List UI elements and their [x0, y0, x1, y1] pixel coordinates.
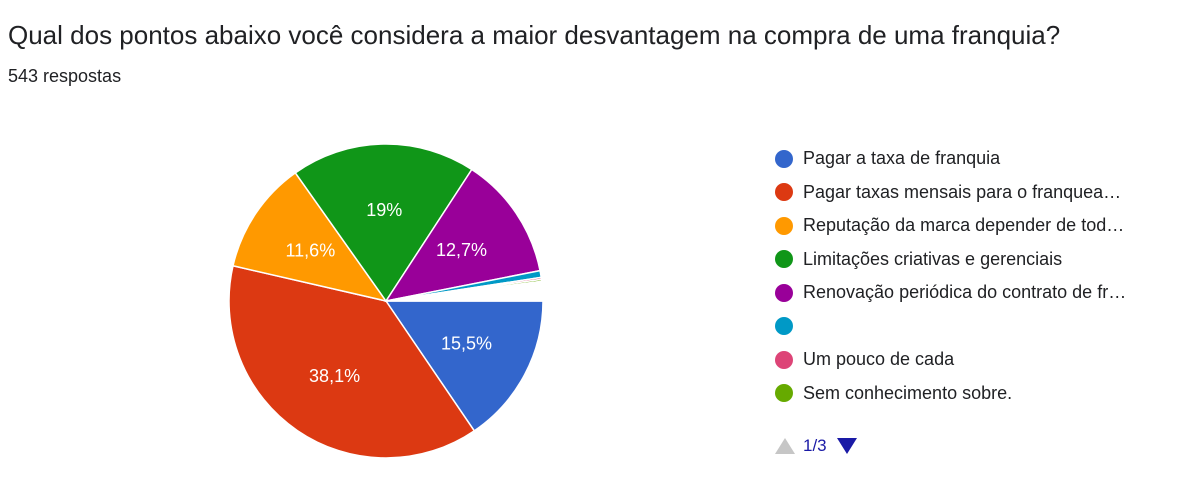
legend-label: Pagar a taxa de franquia	[803, 148, 1001, 169]
legend-swatch	[775, 317, 793, 336]
legend-item[interactable]: Sem conhecimento sobre.	[775, 377, 1126, 411]
legend-label: Um pouco de cada	[803, 349, 955, 370]
legend-label: Renovação periódica do contrato de fr…	[803, 282, 1127, 303]
pie-slice[interactable]	[384, 168, 541, 303]
legend-pager: 1/3	[775, 436, 857, 456]
legend-swatch	[775, 149, 793, 168]
pie-slice[interactable]	[294, 143, 473, 303]
legend: Pagar a taxa de franquia Pagar taxas mens…	[775, 142, 1126, 410]
response-count: 543 respostas	[8, 66, 122, 86]
legend-swatch	[775, 384, 793, 403]
slice-label: 15,5%	[441, 334, 492, 354]
legend-label: Reputação da marca depender de tod…	[803, 215, 1125, 236]
pie-slice[interactable]	[228, 264, 476, 459]
legend-label: Limitações criativas e gerenciais	[803, 248, 1063, 269]
legend-item[interactable]: Pagar a taxa de franquia	[775, 142, 1126, 176]
page-indicator: 1/3	[803, 436, 827, 455]
legend-swatch	[775, 183, 793, 202]
slice-label: 11,6%	[286, 240, 336, 260]
legend-swatch	[775, 350, 793, 369]
slice-label: 38,1%	[309, 366, 360, 386]
legend-label: Pagar taxas mensais para o franquea…	[803, 181, 1122, 202]
legend-label: Sem conhecimento sobre.	[803, 382, 1013, 403]
legend-swatch	[775, 250, 793, 269]
triangle-down-icon[interactable]	[836, 438, 857, 454]
legend-item[interactable]: Limitações criativas e gerenciais	[775, 243, 1126, 277]
legend-item[interactable]: Pagar taxas mensais para o franquea…	[775, 176, 1126, 210]
slice-label: 19%	[366, 200, 402, 220]
legend-item[interactable]	[775, 310, 1126, 344]
legend-item[interactable]: Reputação da marca depender de tod…	[775, 209, 1126, 243]
legend-item[interactable]: Um pouco de cada	[775, 343, 1126, 377]
slice-label: 12,7%	[436, 240, 487, 260]
legend-item[interactable]: Renovação periódica do contrato de fr…	[775, 276, 1126, 310]
legend-swatch	[775, 216, 793, 235]
pie-slice[interactable]	[385, 280, 544, 302]
pie-slice[interactable]	[384, 300, 544, 432]
chart-title: Qual dos pontos abaixo você considera a …	[8, 20, 1061, 50]
triangle-up-icon[interactable]	[775, 438, 795, 454]
pie-slice[interactable]	[232, 171, 388, 303]
legend-swatch	[775, 283, 793, 302]
